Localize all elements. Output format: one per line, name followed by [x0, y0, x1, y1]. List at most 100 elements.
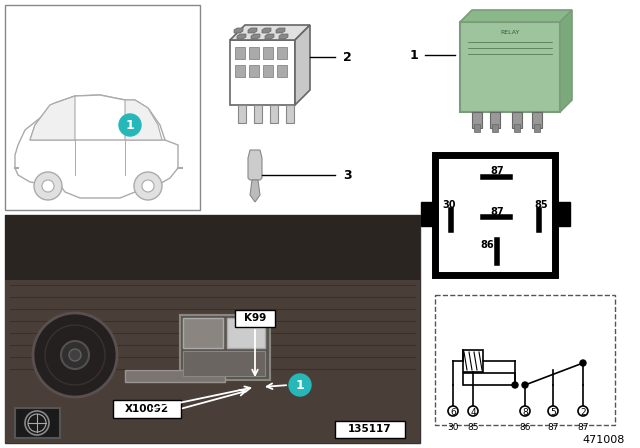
Bar — [249, 47, 259, 59]
Circle shape — [578, 406, 588, 416]
Bar — [230, 40, 295, 105]
Bar — [335, 421, 405, 438]
Polygon shape — [30, 96, 75, 140]
Bar — [435, 295, 615, 425]
Bar — [5, 5, 200, 210]
Polygon shape — [276, 28, 285, 33]
Text: 135117: 135117 — [348, 424, 392, 434]
Bar — [460, 22, 560, 112]
Bar — [474, 124, 480, 132]
Circle shape — [61, 341, 89, 369]
Circle shape — [69, 349, 81, 361]
Polygon shape — [230, 25, 310, 40]
Circle shape — [512, 382, 518, 388]
Bar — [263, 47, 273, 59]
Text: 30: 30 — [447, 422, 459, 431]
Text: 471008: 471008 — [582, 435, 625, 445]
Bar — [254, 105, 262, 123]
Circle shape — [580, 360, 586, 366]
Text: 5: 5 — [550, 408, 556, 417]
Polygon shape — [125, 100, 162, 140]
Text: 1: 1 — [296, 379, 305, 392]
Text: 87: 87 — [577, 422, 589, 431]
Bar — [183, 318, 223, 348]
Bar — [227, 318, 265, 348]
Bar — [534, 124, 540, 132]
Bar — [435, 155, 555, 275]
Text: 87: 87 — [547, 422, 559, 431]
Polygon shape — [248, 28, 257, 33]
Polygon shape — [30, 95, 165, 140]
Bar — [286, 105, 294, 123]
Polygon shape — [234, 28, 243, 33]
Bar — [277, 65, 287, 77]
Bar — [421, 202, 436, 226]
Text: K99: K99 — [244, 313, 266, 323]
Bar — [235, 65, 245, 77]
Bar — [490, 112, 500, 128]
Circle shape — [520, 406, 530, 416]
Circle shape — [119, 114, 141, 136]
Bar — [125, 370, 225, 382]
Text: 86: 86 — [519, 422, 531, 431]
Circle shape — [42, 180, 54, 192]
Text: 87: 87 — [490, 166, 504, 176]
Bar — [492, 124, 498, 132]
Bar — [514, 124, 520, 132]
Bar — [277, 47, 287, 59]
Circle shape — [134, 172, 162, 200]
Circle shape — [142, 180, 154, 192]
Bar — [15, 408, 60, 438]
Bar — [555, 202, 570, 226]
Bar — [532, 112, 542, 128]
Bar — [5, 215, 420, 443]
Text: 85: 85 — [534, 200, 548, 210]
Text: 6: 6 — [450, 408, 456, 417]
Circle shape — [468, 406, 478, 416]
Circle shape — [522, 382, 528, 388]
Circle shape — [34, 172, 62, 200]
Text: 4: 4 — [470, 408, 476, 417]
Circle shape — [448, 406, 458, 416]
Text: 2: 2 — [343, 51, 352, 64]
Text: 87: 87 — [490, 207, 504, 217]
Circle shape — [548, 406, 558, 416]
Circle shape — [289, 374, 311, 396]
Bar — [180, 315, 270, 380]
Bar — [270, 105, 278, 123]
Text: 86: 86 — [480, 240, 494, 250]
Bar — [512, 112, 522, 128]
Text: X10092: X10092 — [125, 404, 169, 414]
Text: 1: 1 — [125, 119, 134, 132]
Text: 85: 85 — [467, 422, 479, 431]
Circle shape — [25, 411, 49, 435]
Bar — [472, 112, 482, 128]
Bar — [463, 350, 483, 372]
Text: 8: 8 — [522, 408, 528, 417]
Text: RELAY: RELAY — [500, 30, 520, 34]
Polygon shape — [262, 28, 271, 33]
Bar — [249, 65, 259, 77]
Bar — [5, 215, 420, 280]
Text: 1: 1 — [409, 48, 418, 61]
Polygon shape — [265, 34, 274, 39]
Polygon shape — [251, 34, 260, 39]
Bar — [113, 400, 181, 418]
Bar — [5, 275, 420, 443]
Text: 3: 3 — [343, 168, 351, 181]
Text: 30: 30 — [442, 200, 456, 210]
Polygon shape — [295, 25, 310, 105]
Bar — [263, 65, 273, 77]
Polygon shape — [15, 95, 178, 198]
Circle shape — [33, 313, 117, 397]
Bar — [235, 310, 275, 327]
Bar — [463, 373, 515, 385]
Polygon shape — [460, 10, 572, 22]
Bar — [238, 105, 246, 123]
Polygon shape — [279, 34, 288, 39]
Polygon shape — [237, 34, 246, 39]
Bar — [183, 351, 265, 376]
Polygon shape — [250, 180, 260, 202]
Bar — [235, 47, 245, 59]
Text: 2: 2 — [580, 408, 586, 417]
